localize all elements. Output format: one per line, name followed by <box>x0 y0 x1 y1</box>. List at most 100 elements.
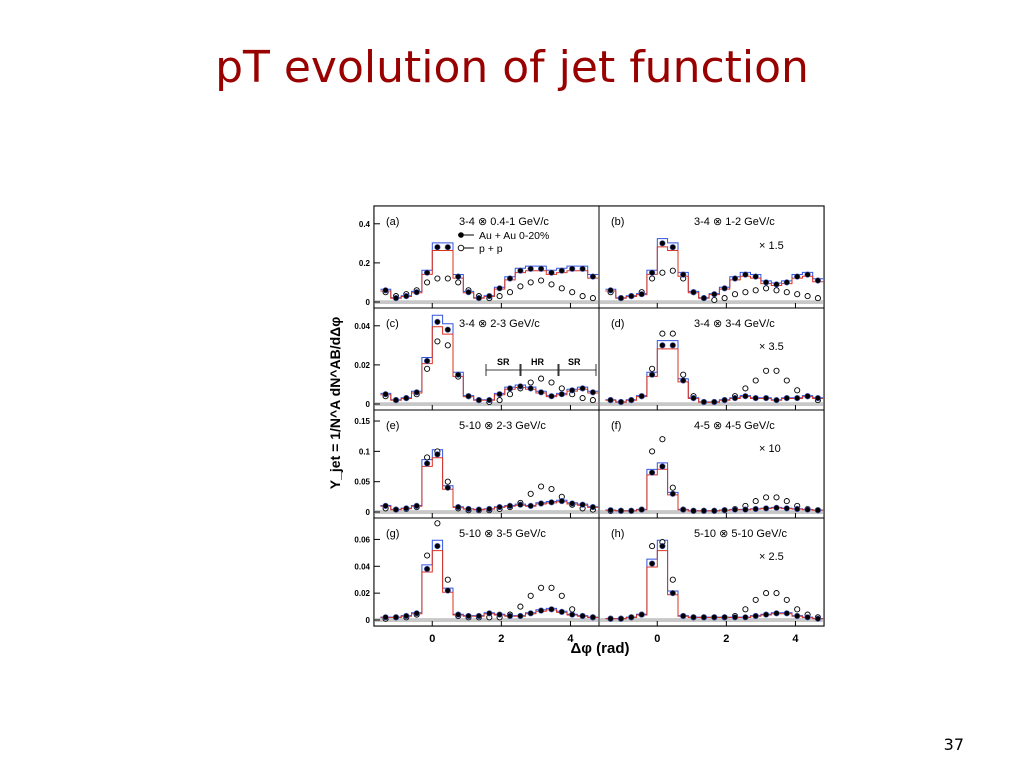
auau-point <box>763 505 770 512</box>
auau-point <box>423 357 431 365</box>
pp-point <box>794 387 801 394</box>
auau-point <box>382 614 389 621</box>
y-axis-title: Y_jet = 1/N^A dN^AB/dΔφ <box>327 317 343 489</box>
jet-function-figure: 0 0.2 0.4 (a) 3-4 ⊗ 0.4-1 GeV/c (b) 3-4 ⊗ 1-2 … <box>327 205 825 657</box>
auau-point <box>569 387 576 394</box>
y-tick-label: 0.15 <box>354 417 370 426</box>
auau-point <box>804 393 811 400</box>
auau-point <box>700 507 708 514</box>
pp-point <box>752 596 759 603</box>
auau-point <box>496 391 503 398</box>
auau-point <box>579 612 586 620</box>
auau-point <box>486 397 493 404</box>
auau-point <box>538 265 545 272</box>
auau-point <box>506 502 514 510</box>
auau-point <box>413 289 420 296</box>
auau-point <box>607 397 614 404</box>
auau-point <box>731 275 739 282</box>
pp-point <box>589 397 596 404</box>
auau-point <box>527 610 534 617</box>
auau-point <box>558 267 565 274</box>
auau-point <box>669 244 676 251</box>
pp-point <box>804 293 811 300</box>
legend-pp-marker <box>457 244 465 252</box>
auau-point <box>763 395 770 402</box>
auau-point <box>548 606 555 613</box>
legend <box>457 232 474 252</box>
panel-d <box>598 307 825 411</box>
auau-point <box>382 502 389 510</box>
auau-point <box>558 391 565 398</box>
auau-point <box>628 507 635 514</box>
auau-point <box>617 398 625 406</box>
auau-point <box>659 240 666 247</box>
auau-point <box>538 607 545 614</box>
auau-point <box>794 505 801 513</box>
auau-point <box>773 504 780 511</box>
panel-frame <box>598 205 825 309</box>
pp-point <box>742 385 749 392</box>
hr-label: HR <box>531 357 544 367</box>
y-tick-label: 0.04 <box>354 562 370 571</box>
auau-point <box>628 397 635 404</box>
auau-point <box>548 393 555 400</box>
pp-point <box>444 342 451 349</box>
auau-point <box>413 610 420 617</box>
auau-point <box>763 279 770 286</box>
auau-point <box>579 501 586 508</box>
panel-label: (g) <box>386 528 399 540</box>
auau-point <box>783 279 790 286</box>
pp-point <box>763 590 770 597</box>
auau-point <box>700 294 708 302</box>
background-band <box>375 618 598 622</box>
auau-point <box>517 501 524 508</box>
auau-point <box>649 371 656 378</box>
auau-point <box>773 397 780 404</box>
auau-point <box>517 267 524 274</box>
pp-point <box>424 365 431 372</box>
auau-point <box>690 614 697 621</box>
auau-point <box>517 383 524 390</box>
auau-point <box>434 318 441 325</box>
pp-point <box>680 371 687 378</box>
auau-point <box>486 292 493 300</box>
pp-point <box>773 367 780 374</box>
pp-point <box>814 295 821 302</box>
auau-point <box>731 395 739 402</box>
auau-point <box>690 395 697 402</box>
pp-point <box>434 520 441 527</box>
x-axis-title: Δφ (rad) <box>570 640 629 657</box>
auau-point <box>569 265 576 272</box>
auau-point <box>392 294 400 302</box>
auau-point <box>475 294 482 302</box>
pp-point <box>455 279 462 286</box>
pp-point <box>649 275 656 282</box>
auau-point <box>486 505 493 513</box>
panel-bins-label: 3-4 ⊗ 2-3 GeV/c <box>459 318 540 330</box>
auau-point <box>506 275 514 282</box>
pp-point <box>794 606 801 613</box>
pp-point <box>444 275 451 282</box>
auau-point <box>721 397 728 404</box>
y-tick-label: 0.05 <box>354 478 370 487</box>
auau-point <box>465 612 472 620</box>
panel-e <box>373 409 600 519</box>
auau-point <box>814 507 822 514</box>
pp-point <box>424 552 431 559</box>
pp-point <box>579 293 586 300</box>
panel-label: (h) <box>611 528 624 540</box>
auau-point <box>659 463 666 470</box>
panel-label: (f) <box>611 420 621 432</box>
pp-point <box>579 395 586 402</box>
auau-point <box>752 273 759 280</box>
auau-point <box>763 611 770 618</box>
auau-point <box>506 612 514 620</box>
pp-point <box>589 295 596 302</box>
auau-point <box>617 615 625 622</box>
auau-point <box>814 277 822 284</box>
auau-point <box>649 469 656 476</box>
panel-label: (e) <box>386 420 399 432</box>
sr-label: SR <box>497 357 510 367</box>
pp-point <box>569 289 576 296</box>
auau-point <box>486 610 493 617</box>
